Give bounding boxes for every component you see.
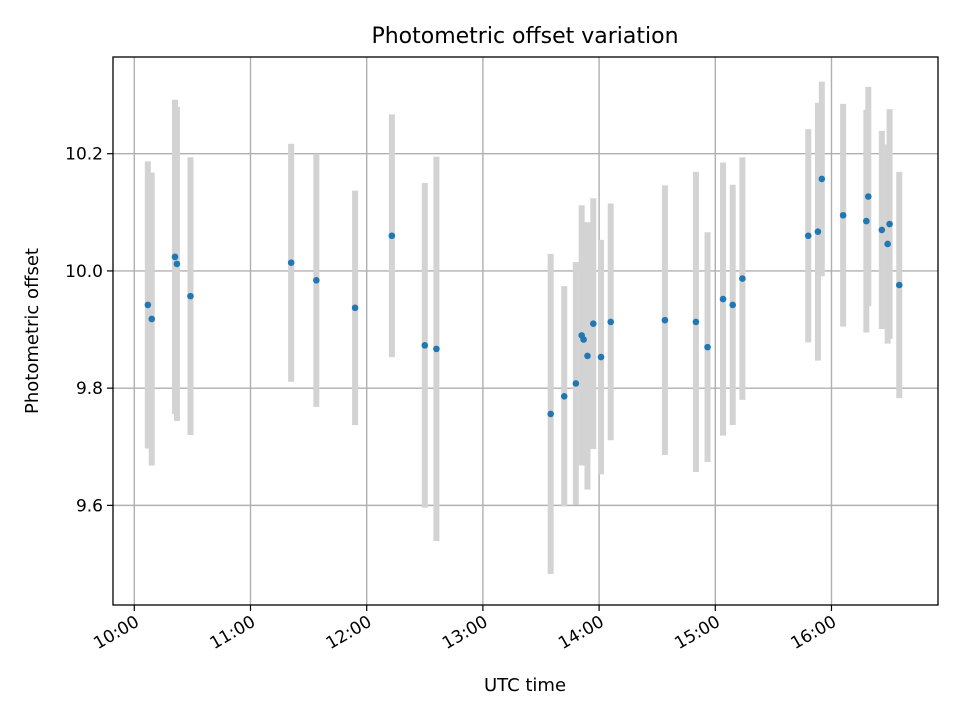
data-point (661, 316, 669, 324)
data-point (547, 410, 554, 418)
y-axis-label: Photometric offset (22, 248, 43, 414)
data-point (580, 336, 587, 343)
data-point (287, 259, 295, 267)
data-point (351, 304, 359, 312)
x-axis-label: UTC time (484, 675, 566, 696)
data-point (863, 217, 870, 225)
data-point (572, 380, 580, 387)
data-point (692, 318, 700, 326)
data-point (148, 315, 156, 323)
data-point (739, 275, 746, 282)
data-point (704, 343, 711, 351)
data-point (878, 226, 886, 234)
data-point (839, 211, 847, 219)
data-point (560, 393, 568, 400)
y-tick-label: 9.6 (76, 496, 103, 516)
data-point (607, 318, 615, 326)
data-point (173, 260, 181, 268)
data-point (584, 352, 591, 360)
data-point (313, 277, 320, 284)
data-point (886, 220, 893, 228)
plot-frame (112, 56, 939, 606)
data-point (814, 228, 822, 235)
grid-lines (113, 57, 938, 605)
data-point (804, 232, 812, 240)
data-point (171, 253, 179, 261)
data-point (589, 320, 597, 327)
data-points (144, 175, 903, 418)
data-point (864, 193, 872, 200)
chart-title: Photometric offset variation (371, 24, 678, 49)
y-tick-label: 10.2 (65, 145, 103, 165)
data-point (421, 342, 429, 349)
y-tick-label: 10.0 (65, 262, 103, 282)
data-point (388, 232, 396, 240)
data-point (729, 301, 737, 309)
data-point (719, 295, 727, 303)
data-point (187, 292, 194, 300)
y-tick-label: 9.8 (76, 379, 103, 399)
data-point (895, 281, 903, 289)
data-point (884, 240, 891, 248)
data-point (597, 353, 605, 361)
data-point (433, 345, 440, 353)
data-point (818, 175, 826, 183)
data-point (144, 301, 152, 309)
